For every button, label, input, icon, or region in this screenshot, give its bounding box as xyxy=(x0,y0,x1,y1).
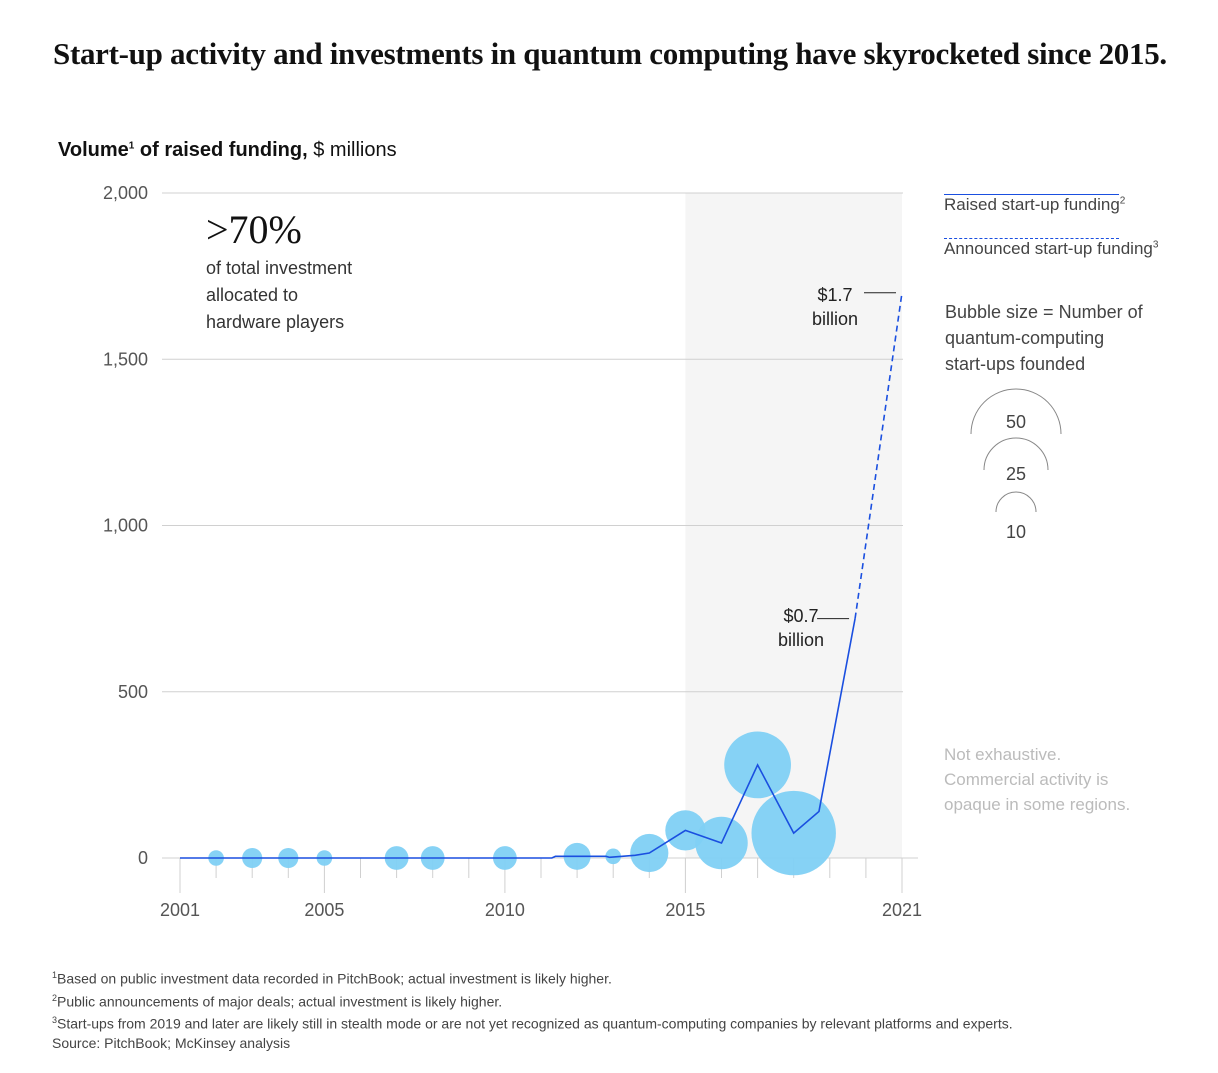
y-tick-label: 0 xyxy=(138,848,148,868)
disclaimer-line: opaque in some regions. xyxy=(944,795,1131,814)
y-axis-title: Volume1 of raised funding, $ millions xyxy=(58,139,397,162)
subtitle-footnote-mark: 1 xyxy=(128,140,135,152)
footnote-mark: 3 xyxy=(52,1015,58,1026)
callout-text: of total investment allocated to hardwar… xyxy=(206,255,406,336)
legend-item-announced: Announced start-up funding3 xyxy=(944,234,1158,278)
x-tick-label: 2005 xyxy=(304,900,344,920)
bubble-size-label: 50 xyxy=(1006,412,1026,432)
disclaimer-line: Not exhaustive. xyxy=(944,745,1062,764)
hardware-callout: >70% of total investment allocated to ha… xyxy=(206,205,406,336)
annotation-value: $1.7 xyxy=(817,285,853,305)
bubble-size-arc-25 xyxy=(983,437,1049,471)
legend: Raised start-up funding2 Announced start… xyxy=(944,190,1158,278)
annotation-value: $0.7 xyxy=(783,606,819,626)
bubble-size-arc-50 xyxy=(970,388,1062,435)
legend-dashed-line-icon xyxy=(944,238,1119,239)
callout-line: allocated to xyxy=(206,285,299,305)
y-tick-label: 500 xyxy=(118,682,148,702)
annotation-0-7-billion: $0.7 billion xyxy=(772,604,830,652)
bubble-note-line: start-ups founded xyxy=(945,354,1086,374)
annotation-1-7-billion: $1.7 billion xyxy=(806,283,864,331)
subtitle-unit: $ millions xyxy=(307,139,397,161)
footnote-text: Public announcements of major deals; act… xyxy=(57,993,503,1010)
source-note: Source: PitchBook; McKinsey analysis xyxy=(52,1034,1013,1053)
disclaimer-line: Commercial activity is xyxy=(944,770,1109,789)
bubble-note-line: quantum-computing xyxy=(945,328,1105,348)
bubble-size-label: 10 xyxy=(1006,522,1026,542)
footnotes: 1Based on public investment data recorde… xyxy=(52,966,1013,1053)
callout-value: >70% xyxy=(206,207,302,252)
legend-footnote-mark: 2 xyxy=(1119,195,1126,207)
y-tick-label: 1,500 xyxy=(103,349,148,369)
x-tick-label: 2010 xyxy=(485,900,525,920)
subtitle-bold: Volume xyxy=(58,139,129,161)
source-text: Source: PitchBook; McKinsey analysis xyxy=(52,1034,291,1051)
footnote-mark: 2 xyxy=(52,992,58,1003)
chart-title: Start-up activity and investments in qua… xyxy=(53,36,1167,71)
annotation-unit: billion xyxy=(811,309,859,329)
annotation-unit: billion xyxy=(777,630,825,650)
disclaimer: Not exhaustive. Commercial activity is o… xyxy=(944,742,1184,817)
legend-footnote-mark: 3 xyxy=(1152,239,1159,251)
footnote-text: Start-ups from 2019 and later are likely… xyxy=(57,1015,1013,1032)
y-tick-label: 2,000 xyxy=(103,183,148,203)
footnote-text: Based on public investment data recorded… xyxy=(57,970,612,987)
bubble-size-label: 25 xyxy=(1006,464,1026,484)
legend-label: Raised start-up funding xyxy=(944,195,1120,214)
x-tick-label: 2001 xyxy=(160,900,200,920)
bubble-note-line: Bubble size = Number of xyxy=(945,302,1143,322)
legend-item-raised: Raised start-up funding2 xyxy=(944,190,1158,234)
footnote-2: 2Public announcements of major deals; ac… xyxy=(52,989,1013,1012)
legend-solid-line-icon xyxy=(944,194,1119,195)
footnote-3: 3Start-ups from 2019 and later are likel… xyxy=(52,1011,1013,1034)
bubble-size-note: Bubble size = Number of quantum-computin… xyxy=(945,299,1185,377)
footnote-1: 1Based on public investment data recorde… xyxy=(52,966,1013,989)
subtitle-bold-2: of raised funding, xyxy=(134,139,308,161)
x-tick-label: 2015 xyxy=(665,900,705,920)
y-tick-label: 1,000 xyxy=(103,516,148,536)
callout-line: hardware players xyxy=(206,312,345,332)
bubble-size-arc-10 xyxy=(995,491,1037,513)
callout-line: of total investment xyxy=(206,258,353,278)
announced-funding-line xyxy=(854,292,903,619)
x-tick-label: 2021 xyxy=(882,900,922,920)
footnote-mark: 1 xyxy=(52,970,58,980)
legend-label: Announced start-up funding xyxy=(944,239,1153,258)
raised-funding-line xyxy=(180,618,856,859)
